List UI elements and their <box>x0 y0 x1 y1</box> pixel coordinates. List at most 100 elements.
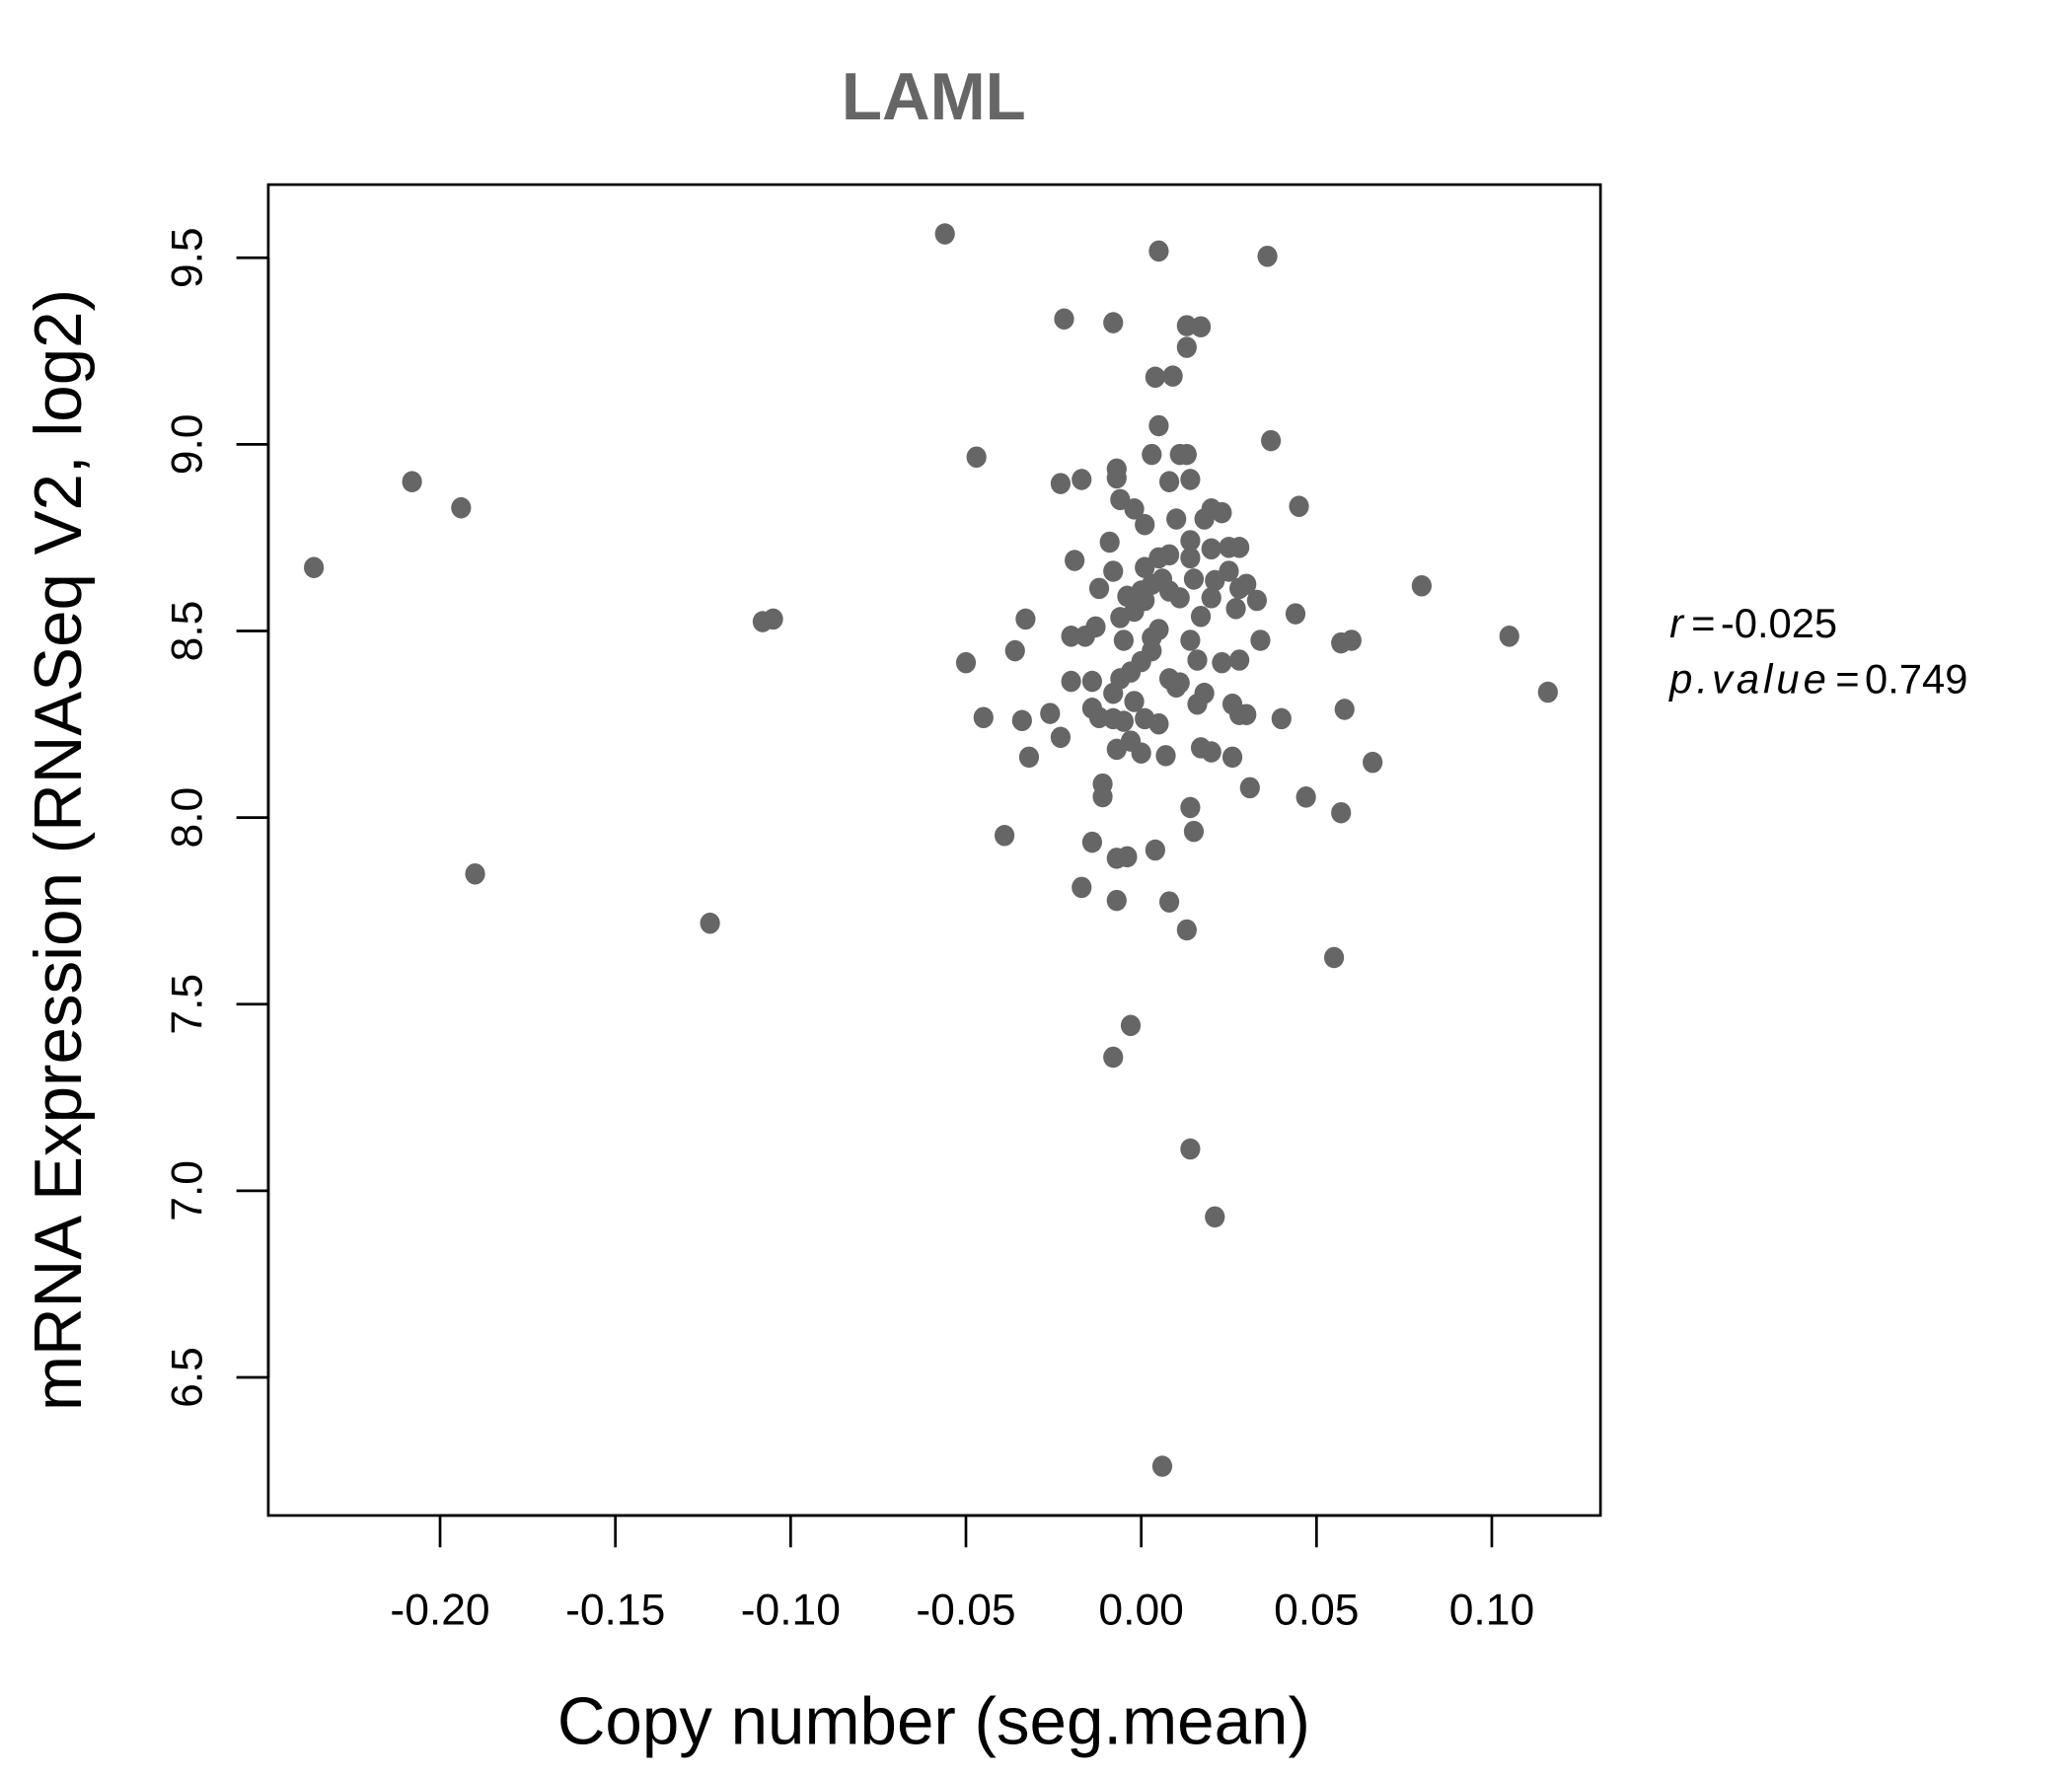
data-point <box>1180 530 1201 552</box>
data-point <box>763 608 783 630</box>
data-point <box>1124 498 1145 520</box>
data-point <box>1148 712 1169 735</box>
data-point <box>1285 603 1306 625</box>
data-point <box>966 446 987 469</box>
data-point <box>1190 316 1212 338</box>
data-point <box>1131 742 1151 764</box>
x-axis-label: Copy number (seg.mean) <box>557 1685 1310 1759</box>
data-point <box>1323 946 1345 969</box>
data-point <box>1180 629 1201 651</box>
data-point <box>1099 531 1120 554</box>
y-tick-label: 7.5 <box>164 974 212 1035</box>
x-tick-label: -0.20 <box>390 1586 489 1634</box>
data-point <box>1072 876 1092 899</box>
data-point <box>1103 560 1124 582</box>
data-point <box>1187 649 1208 671</box>
data-point <box>1221 746 1243 769</box>
x-axis: -0.20 -0.15 -0.10 -0.05 0.00 0.05 0.10 <box>390 1514 1534 1634</box>
data-point <box>1236 573 1257 595</box>
data-point <box>1225 598 1246 620</box>
data-point <box>1289 495 1309 517</box>
data-point <box>1103 682 1124 704</box>
x-tick-label: -0.10 <box>741 1586 841 1634</box>
p-value: 0.749 <box>1865 656 1967 703</box>
data-point <box>1331 801 1352 824</box>
data-point <box>1201 587 1221 609</box>
data-point <box>1050 726 1072 749</box>
data-point <box>1190 605 1212 628</box>
data-point <box>1180 796 1201 819</box>
y-tick-label: 8.0 <box>164 787 212 849</box>
svg-text:r=-0.025: r = -0.025 <box>1669 600 1837 646</box>
x-tick-label: 0.05 <box>1274 1586 1359 1634</box>
data-point <box>1250 629 1271 651</box>
data-point <box>1040 703 1061 724</box>
y-tick-label: 6.5 <box>164 1347 212 1408</box>
data-point <box>1158 544 1180 566</box>
data-point <box>1212 501 1232 524</box>
data-point <box>1271 707 1292 730</box>
data-point <box>1180 547 1201 569</box>
x-tick-label: 0.10 <box>1449 1586 1534 1634</box>
data-point <box>1065 550 1085 571</box>
data-point <box>1158 891 1180 913</box>
data-point <box>700 912 720 934</box>
data-point <box>1081 670 1103 693</box>
r-label: r <box>1669 600 1685 646</box>
data-point <box>1117 846 1138 868</box>
r-equals: = <box>1691 600 1715 646</box>
plot-frame <box>266 183 1602 1517</box>
data-point <box>1363 751 1383 774</box>
data-point <box>1103 312 1124 333</box>
data-point <box>1180 1138 1201 1160</box>
data-point <box>1201 538 1221 560</box>
data-point <box>1106 467 1127 489</box>
data-point <box>1135 513 1155 536</box>
data-point <box>1176 919 1197 941</box>
r-value: -0.025 <box>1721 600 1837 646</box>
data-point <box>465 862 485 885</box>
data-point <box>1180 469 1201 490</box>
data-point <box>1229 649 1250 671</box>
data-point <box>1120 1014 1142 1037</box>
data-point <box>955 651 977 674</box>
data-point <box>451 496 472 519</box>
data-point <box>994 825 1015 847</box>
data-point <box>1113 710 1134 732</box>
chart-title: LAML <box>842 60 1026 134</box>
data-point <box>1092 785 1113 808</box>
data-point <box>1205 1206 1225 1228</box>
data-point <box>1131 650 1151 673</box>
data-point <box>973 706 994 729</box>
data-point <box>1537 681 1558 703</box>
data-point <box>1054 308 1074 331</box>
data-point <box>1176 443 1197 466</box>
data-point <box>1061 626 1081 647</box>
data-point <box>1142 443 1162 466</box>
data-point <box>1050 473 1072 494</box>
data-point <box>1166 508 1187 530</box>
data-point <box>1113 629 1134 651</box>
x-tick-label: -0.15 <box>565 1586 665 1634</box>
svg-text:p.value=0.749: p.value = 0.749 <box>1667 656 1967 703</box>
data-point <box>1229 537 1250 558</box>
data-point <box>1011 709 1032 732</box>
data-point <box>1145 839 1165 861</box>
data-point <box>1236 703 1257 726</box>
y-axis-label: mRNA Expression (RNASeq V2, log2) <box>22 289 96 1411</box>
data-point <box>1015 608 1036 630</box>
data-point <box>1018 746 1040 769</box>
data-point <box>1212 651 1232 674</box>
data-point <box>1124 691 1145 712</box>
x-tick-label: -0.05 <box>916 1586 1015 1634</box>
data-point <box>1239 777 1260 799</box>
data-point <box>1061 670 1081 693</box>
data-point <box>1081 831 1103 853</box>
y-axis: 6.5 7.0 7.5 8.0 8.5 9.0 9.5 <box>164 227 270 1408</box>
data-point <box>402 471 422 492</box>
data-point <box>1194 508 1215 530</box>
data-point <box>1257 245 1278 267</box>
data-point <box>1499 626 1519 647</box>
data-point <box>934 223 955 245</box>
